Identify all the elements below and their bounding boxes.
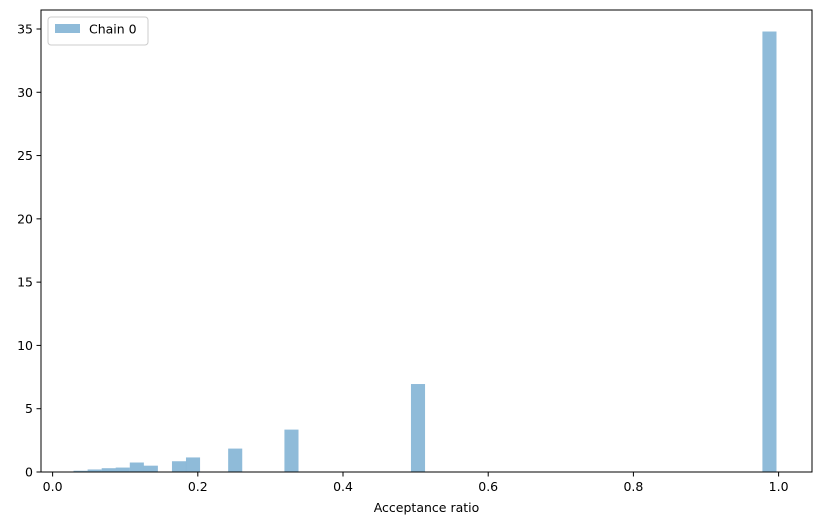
x-tick-label: 0.4 (333, 479, 353, 494)
histogram-bar (143, 465, 158, 472)
y-axis: 0 5 10 15 20 25 30 35 (17, 21, 41, 480)
y-tick-label: 35 (17, 21, 33, 36)
histogram-bar (171, 461, 187, 472)
histogram-bar (115, 467, 130, 472)
legend-swatch (55, 24, 80, 33)
x-tick-label: 0.8 (623, 479, 643, 494)
legend-label: Chain 0 (89, 22, 137, 37)
histogram-bar (101, 468, 116, 472)
plot-frame (40, 9, 813, 473)
x-tick-label: 0.2 (188, 479, 208, 494)
histogram-bar (410, 384, 426, 472)
histogram-bar (185, 457, 201, 472)
y-tick-label: 30 (17, 85, 33, 100)
histogram-bar (762, 31, 777, 472)
x-axis: 0.0 0.2 0.4 0.6 0.8 1.0 (43, 472, 789, 494)
y-tick-label: 5 (25, 401, 33, 416)
histogram-bar (129, 462, 144, 472)
y-tick-label: 0 (25, 465, 33, 480)
x-axis-label: Acceptance ratio (374, 500, 480, 515)
histogram-bar (87, 469, 102, 472)
y-tick-label: 10 (17, 338, 33, 353)
histogram-bar (284, 429, 299, 472)
x-tick-label: 0.6 (478, 479, 498, 494)
histogram-bar (73, 470, 88, 472)
x-tick-label: 1.0 (769, 479, 789, 494)
legend: Chain 0 (47, 16, 149, 46)
histogram-bar (228, 448, 243, 472)
y-tick-label: 15 (17, 275, 33, 290)
x-tick-label: 0.0 (43, 479, 63, 494)
y-tick-label: 25 (17, 148, 33, 163)
bars-group (73, 31, 777, 472)
y-tick-label: 20 (17, 211, 33, 226)
